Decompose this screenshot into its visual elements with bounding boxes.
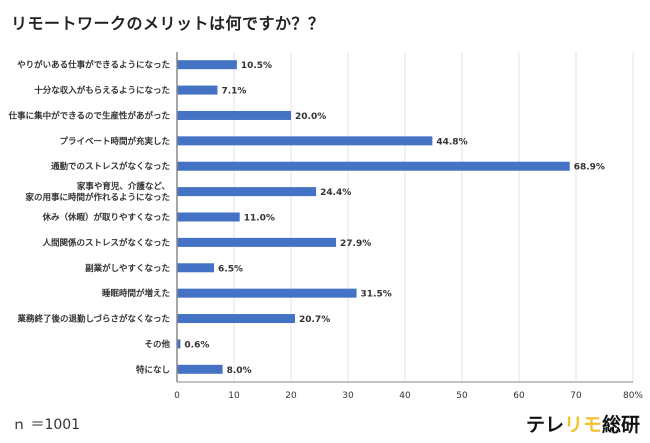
category-label: 副業がしやすくなった xyxy=(85,263,170,274)
bar xyxy=(177,85,218,95)
data-label: 44.8% xyxy=(436,137,467,147)
data-label: 0.6% xyxy=(184,340,209,350)
bar xyxy=(177,263,215,273)
category-label: その他 xyxy=(144,339,170,350)
bar xyxy=(177,110,291,120)
sample-size: ｎ ＝1001 xyxy=(12,417,81,433)
logo-part3: 総研 xyxy=(601,414,640,436)
category-label: 家の用事に時間が作れるようになった xyxy=(25,192,170,203)
bar xyxy=(177,187,317,197)
chart-title: リモートワークのメリットは何ですか？？ xyxy=(11,14,325,33)
x-tick-label: 10 xyxy=(228,391,240,401)
category-label: 人間関係のストレスがなくなった xyxy=(42,237,170,248)
x-tick-label: 60 xyxy=(513,391,525,401)
data-label: 10.5% xyxy=(241,61,272,71)
category-label: 特になし xyxy=(136,364,170,375)
x-tick-label: 20 xyxy=(285,391,297,401)
data-label: 20.7% xyxy=(299,315,330,325)
data-label: 7.1% xyxy=(221,87,246,97)
data-label: 6.5% xyxy=(218,264,243,274)
logo: テレリモ総研 xyxy=(526,410,640,437)
data-label: 31.5% xyxy=(361,290,392,300)
category-label: 通勤でのストレスがなくなった xyxy=(51,161,170,172)
bar xyxy=(177,364,223,374)
x-tick-label: 40 xyxy=(399,391,411,401)
x-tick-label: 0 xyxy=(174,391,180,401)
category-label: 家事や育児、介護など、 xyxy=(77,181,170,192)
logo-part2: リモ xyxy=(563,414,602,436)
category-label: 睡眠時間が増えた xyxy=(102,288,170,299)
bar xyxy=(177,288,357,298)
x-tick-label: 70 xyxy=(570,391,582,401)
data-label: 68.9% xyxy=(574,163,605,173)
x-tick-label: 80% xyxy=(623,391,643,401)
x-tick-label: 50 xyxy=(456,391,468,401)
data-label: 27.9% xyxy=(340,239,371,249)
category-label: 仕事に集中ができるので生産性があがった xyxy=(8,110,170,121)
data-label: 11.0% xyxy=(244,214,275,224)
data-label: 20.0% xyxy=(295,112,326,122)
category-label: 十分な収入がもらえるようになった xyxy=(34,85,170,96)
category-label: やりがいある仕事ができるようになった xyxy=(17,60,170,71)
bar xyxy=(177,161,570,171)
logo-part1: テレ xyxy=(525,414,564,436)
bar xyxy=(177,237,337,247)
bar xyxy=(177,60,237,70)
data-label: 24.4% xyxy=(320,188,351,198)
bar xyxy=(177,136,433,146)
category-label: 業務終了後の退勤しづらさがなくなった xyxy=(17,314,171,325)
x-tick-label: 30 xyxy=(342,391,354,401)
bar xyxy=(177,212,240,222)
bar xyxy=(177,314,295,324)
data-label: 8.0% xyxy=(227,366,252,376)
category-label: 休み（休暇）が取りやすくなった xyxy=(41,212,170,223)
bar xyxy=(177,339,181,349)
category-label: プライベート時間が充実した xyxy=(59,136,170,147)
